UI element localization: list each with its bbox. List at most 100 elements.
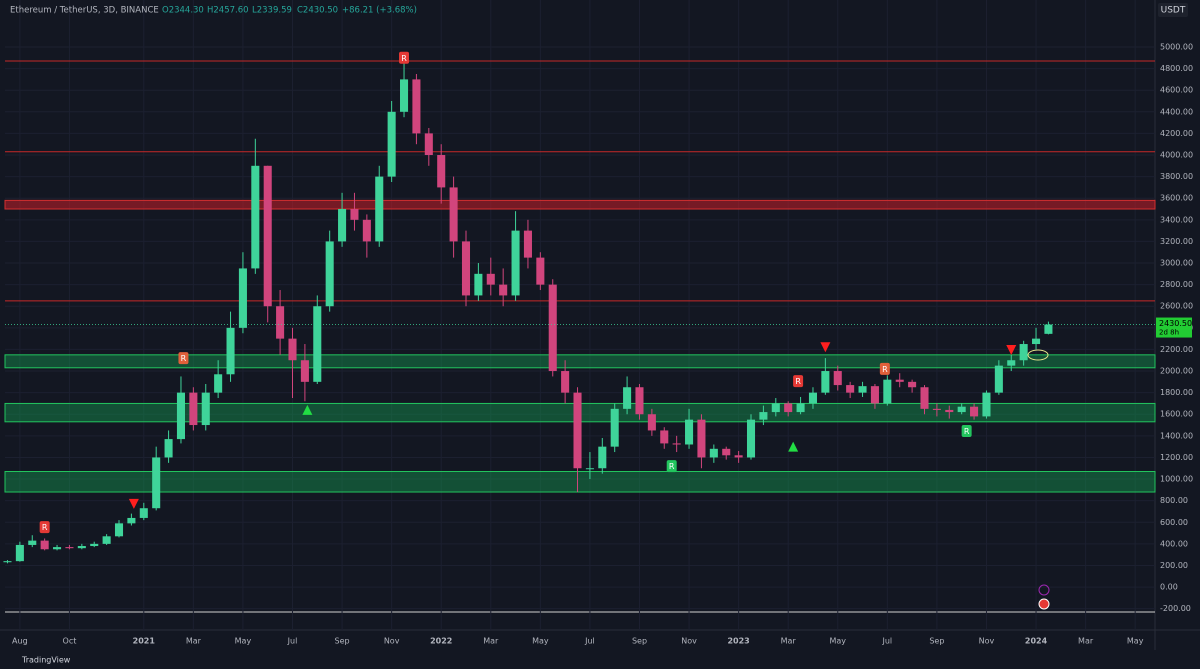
x-tick-label: Oct [63, 637, 77, 646]
candle-body [908, 381, 917, 388]
candle-body [561, 371, 570, 393]
candle-body [189, 392, 198, 426]
candle-body [77, 546, 86, 549]
ohlc-high: H2457.60 [207, 6, 249, 16]
candle-body [412, 79, 421, 134]
candle-body [263, 165, 272, 307]
candle-body [102, 536, 111, 544]
candle-body [808, 392, 818, 404]
candle-body [276, 306, 285, 339]
candle-body [387, 111, 396, 177]
y-tick-label: 4000.00 [1160, 151, 1193, 160]
x-tick-label: Jul [584, 637, 595, 646]
x-tick-label: 2023 [727, 637, 749, 646]
signal-triangle [128, 498, 139, 509]
signal-label: R [42, 523, 48, 532]
y-tick-label: 3600.00 [1160, 194, 1193, 203]
candle-body [15, 544, 24, 562]
candle-body [127, 517, 136, 524]
candle-body [325, 241, 334, 307]
ohlc-change: +86.21 (+3.68%) [342, 6, 417, 16]
candle-body [585, 468, 594, 470]
candle-body [548, 284, 557, 372]
candle-body [746, 419, 756, 458]
candle-body [424, 133, 433, 156]
y-tick-label: 3400.00 [1160, 215, 1193, 224]
candle-body [709, 448, 718, 458]
y-tick-label: 2600.00 [1160, 302, 1193, 311]
y-tick-label: 1400.00 [1160, 431, 1193, 440]
candle-body [226, 327, 235, 375]
x-tick-label: 2022 [430, 637, 452, 646]
y-tick-label: 4800.00 [1160, 64, 1193, 73]
resistance-zone [4, 199, 1156, 210]
currency-box[interactable] [1158, 3, 1188, 17]
candle-body [858, 386, 867, 393]
candle-body [164, 439, 173, 458]
candle-body [771, 403, 780, 413]
highlight-ellipse [1027, 349, 1049, 361]
y-tick-label: 3200.00 [1160, 237, 1193, 246]
candle-body [53, 547, 62, 550]
signal-triangle [302, 404, 313, 415]
candle-body [288, 338, 297, 361]
y-tick-label: 3000.00 [1160, 259, 1193, 268]
candle-body [511, 230, 520, 296]
ohlc-close: C2430.50 [297, 6, 338, 16]
candle-body [338, 209, 347, 242]
candle-body [400, 79, 409, 112]
x-tick-label: May [532, 637, 549, 646]
candle-body [957, 406, 966, 413]
signal-label: R [669, 462, 675, 471]
candle-body [300, 360, 309, 382]
signal-box [879, 362, 890, 375]
signal-triangle [820, 342, 831, 353]
ohlc-low: L2339.59 [252, 6, 292, 16]
x-tick-label: Nov [979, 637, 995, 646]
x-tick-label: Mar [781, 637, 797, 646]
x-tick-label: Sep [929, 637, 944, 646]
signal-label: R [964, 427, 970, 436]
icon[interactable] [1038, 584, 1050, 596]
x-tick-label: Sep [335, 637, 350, 646]
x-tick-label: Jul [881, 637, 892, 646]
candle-body [214, 374, 223, 393]
price-label-box [1156, 317, 1192, 338]
x-tick-label: 2024 [1025, 637, 1048, 646]
candle-body [697, 419, 706, 458]
candle-body [734, 455, 743, 458]
candle-body [883, 379, 892, 404]
candle-body [821, 371, 830, 393]
signal-label: R [882, 365, 888, 374]
y-tick-label: 600.00 [1160, 518, 1188, 527]
candle-body [1019, 344, 1028, 361]
y-tick-label: 4400.00 [1160, 107, 1193, 116]
candle-body [610, 408, 619, 447]
signal-box [178, 352, 189, 365]
x-tick-label: Sep [632, 637, 647, 646]
candle-body [3, 561, 12, 563]
y-tick-label: 4600.00 [1160, 86, 1193, 95]
x-tick-label: Mar [186, 637, 202, 646]
candle-body [152, 457, 161, 509]
candle-body [28, 540, 37, 545]
support-zone [4, 470, 1156, 493]
icon[interactable] [1038, 598, 1050, 610]
y-tick-label: 2200.00 [1160, 345, 1193, 354]
signal-box [399, 51, 410, 64]
price-label: 2430.50 [1159, 319, 1192, 328]
candle-body [895, 379, 904, 382]
x-tick-label: Nov [384, 637, 400, 646]
y-tick-label: 1800.00 [1160, 388, 1193, 397]
candle-body [139, 508, 148, 518]
candle-body [362, 219, 371, 242]
signal-box [39, 521, 50, 534]
candle-body [313, 306, 322, 382]
candle-body [932, 408, 941, 410]
candle-body [499, 284, 508, 296]
candle-body [176, 392, 185, 440]
candle-body [920, 387, 929, 409]
candle-body [870, 386, 879, 404]
